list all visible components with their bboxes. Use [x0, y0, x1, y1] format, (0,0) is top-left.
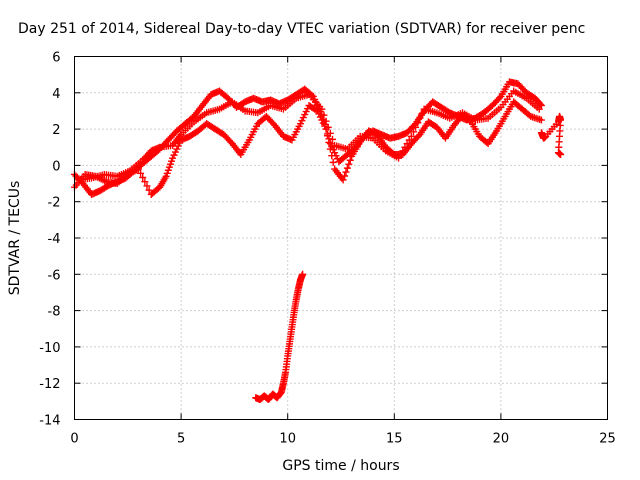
y-tick-label: -10	[39, 341, 60, 356]
data-point	[395, 154, 403, 162]
data-point	[324, 123, 332, 131]
y-tick-label: -6	[48, 268, 61, 283]
data-point	[328, 152, 336, 160]
data-point	[137, 169, 145, 177]
x-tick-label: 25	[599, 432, 616, 447]
series-descending-outlier-arc	[252, 270, 307, 404]
y-tick-label: -4	[48, 232, 61, 247]
x-tick-label: 5	[177, 432, 185, 447]
series-main-trace-C	[75, 87, 543, 184]
data-point	[299, 270, 307, 278]
y-tick-label: 0	[52, 159, 60, 174]
data-point	[145, 186, 153, 194]
x-tick-labels: 0 5 10 15 20 25	[70, 432, 615, 447]
data-point	[322, 117, 330, 125]
data-point	[328, 135, 336, 143]
data-point	[329, 158, 337, 166]
y-tick-labels: -14 -12 -10 -8 -6 -4 -2 0 2 4 6	[39, 51, 60, 429]
data-point	[345, 160, 353, 168]
series-late-fragments	[537, 112, 565, 159]
data-point	[326, 129, 334, 137]
y-tick-label: -12	[39, 377, 60, 392]
data-point	[405, 136, 413, 144]
x-tick-label: 20	[493, 432, 510, 447]
data-point	[341, 172, 349, 180]
tick-marks	[74, 56, 608, 420]
data-point	[343, 164, 351, 172]
x-tick-label: 10	[279, 432, 296, 447]
data-point	[535, 105, 543, 113]
data-point	[141, 178, 149, 186]
x-axis-label: GPS time / hours	[282, 458, 399, 474]
data-point	[414, 119, 422, 127]
data-point	[418, 110, 426, 118]
data-point	[143, 182, 151, 190]
data-point	[412, 123, 420, 131]
data-point	[312, 106, 320, 114]
y-axis-label: SDTVAR / TECUs	[7, 181, 23, 296]
y-tick-label: 2	[52, 123, 60, 138]
data-point	[407, 132, 415, 140]
data-point	[139, 174, 147, 181]
data-point	[399, 147, 407, 155]
x-tick-label: 0	[70, 432, 78, 447]
chart-title: Day 251 of 2014, Sidereal Day-to-day VTE…	[18, 21, 585, 37]
x-tick-label: 15	[386, 432, 403, 447]
data-point	[414, 132, 422, 140]
data-point	[403, 140, 411, 148]
data-point	[397, 151, 405, 159]
y-tick-label: 6	[52, 51, 60, 66]
y-tick-label: -2	[48, 196, 61, 211]
grid	[74, 56, 608, 420]
y-tick-label: 4	[52, 87, 60, 102]
data-point	[320, 111, 328, 119]
data-point	[557, 151, 565, 159]
data-point	[339, 176, 347, 184]
data-point	[537, 116, 545, 124]
data-point	[537, 102, 545, 110]
series-main-trace-B	[71, 98, 545, 198]
data-point	[325, 138, 333, 146]
data-point	[409, 128, 417, 136]
data-layer	[71, 78, 565, 404]
data-point	[495, 94, 503, 102]
data-point	[318, 105, 326, 113]
data-point	[346, 156, 354, 164]
data-point	[342, 168, 350, 176]
data-point	[326, 145, 334, 153]
data-point	[416, 114, 424, 122]
data-point	[401, 143, 409, 151]
y-tick-label: -14	[39, 414, 60, 429]
y-tick-label: -8	[48, 305, 61, 320]
